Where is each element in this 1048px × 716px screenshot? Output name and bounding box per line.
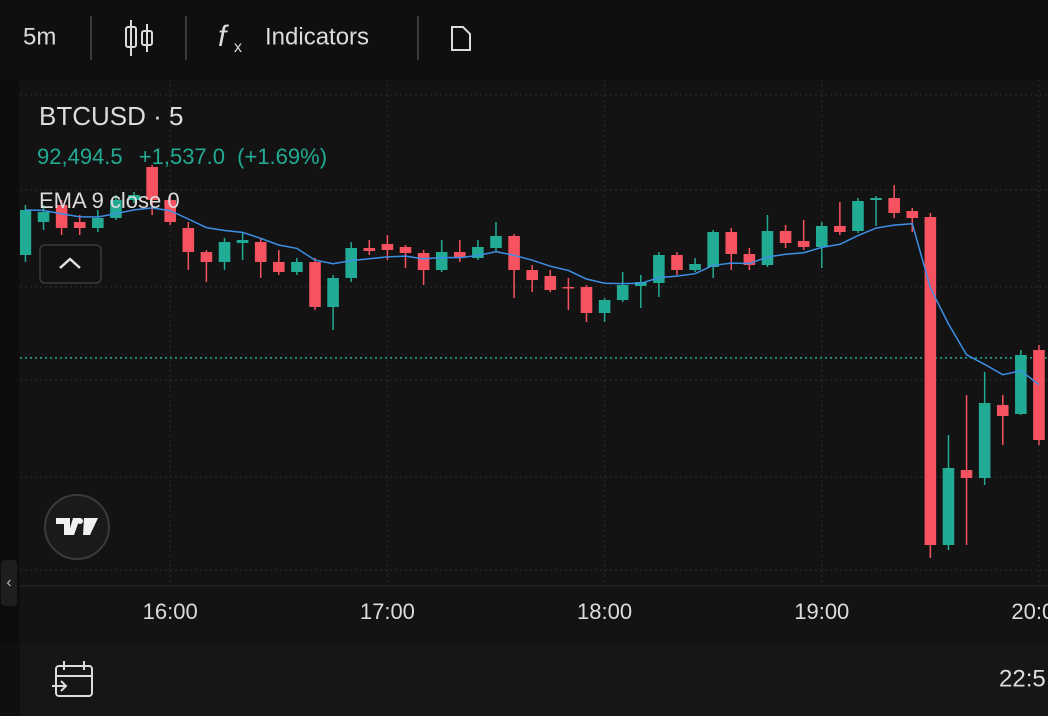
- x-tick-label: 18:00: [577, 599, 632, 624]
- candle-body: [508, 236, 520, 270]
- x-tick-label: 16:00: [143, 599, 198, 624]
- candle-body: [55, 205, 68, 228]
- footer-bar: [20, 643, 1048, 716]
- candle-body: [128, 195, 140, 200]
- side-handle[interactable]: [1, 560, 17, 606]
- candle-body: [363, 248, 376, 251]
- x-tick-label: 20:00: [1011, 599, 1048, 624]
- candle-body: [852, 201, 864, 231]
- ema-line: [25, 207, 1040, 386]
- grid: [20, 94, 1048, 571]
- candle-body: [490, 236, 502, 248]
- change-pct: (+1.69%): [237, 144, 327, 169]
- candle-body: [616, 285, 629, 300]
- x-tick-label: 17:00: [360, 599, 415, 624]
- candle-body: [399, 247, 412, 253]
- candle-body: [182, 228, 195, 252]
- candle-body: [580, 287, 593, 313]
- candle-body: [978, 403, 991, 478]
- candle-body: [996, 405, 1009, 416]
- candle-body: [544, 276, 557, 290]
- side-strip: [0, 80, 18, 643]
- candle-body: [20, 210, 32, 255]
- candle-body: [707, 232, 719, 267]
- chart-pane: [20, 80, 1048, 643]
- candle-body: [146, 167, 158, 200]
- candle-body: [454, 252, 466, 258]
- collapse-legend-button[interactable]: [39, 244, 102, 284]
- candle-body: [888, 198, 900, 213]
- candle-body: [327, 278, 339, 307]
- chart-type-button[interactable]: [125, 20, 153, 56]
- interval-button[interactable]: 5m: [23, 23, 56, 50]
- candle-body: [309, 262, 321, 307]
- date-range-button[interactable]: [52, 661, 93, 697]
- candle-body: [906, 211, 919, 218]
- candle-body: [598, 300, 611, 313]
- plot: [20, 80, 1048, 585]
- template-button[interactable]: [451, 26, 471, 51]
- tradingview-logo[interactable]: [44, 494, 110, 560]
- candle-body: [779, 231, 792, 243]
- candle-body: [1033, 350, 1045, 440]
- candle-body: [37, 212, 50, 222]
- change: +1,537.0: [139, 144, 225, 169]
- candle-body: [834, 226, 846, 232]
- candle-body: [870, 198, 882, 200]
- toolbar: [0, 0, 1048, 76]
- candle-body: [942, 468, 955, 545]
- candle-body: [725, 232, 738, 254]
- candle-body: [273, 262, 285, 272]
- candle-body: [797, 241, 810, 247]
- side-handle-icon: ‹: [6, 574, 11, 591]
- candle-body: [653, 255, 665, 283]
- indicators-button[interactable]: Indicators: [265, 23, 369, 50]
- candle-body: [1015, 355, 1027, 414]
- candle-body: [381, 244, 394, 250]
- candle-body: [924, 217, 937, 545]
- x-tick-label: 19:00: [794, 599, 849, 624]
- candle-body: [526, 270, 538, 280]
- candle-body: [110, 200, 122, 218]
- price-row: 92,494.5 +1,537.0 (+1.69%): [37, 144, 327, 169]
- candle-body: [472, 247, 484, 258]
- symbol-title: BTCUSD · 5: [39, 101, 183, 131]
- candle-body: [73, 222, 86, 228]
- candle-body: [960, 470, 973, 478]
- indicator-label: EMA 9 close 0: [39, 188, 180, 213]
- candle-body: [761, 231, 774, 265]
- last-price: 92,494.5: [37, 144, 123, 169]
- candle-body: [815, 226, 828, 247]
- candle-body: [671, 255, 683, 270]
- candle-body: [417, 253, 430, 270]
- candle-body: [291, 262, 303, 272]
- candle-body: [743, 254, 756, 265]
- svg-text:f: f: [218, 20, 229, 53]
- time-axis: 16:00 17:00 18:00 19:00 20:00: [143, 599, 1048, 624]
- indicators-icon[interactable]: f x: [218, 20, 242, 56]
- candle-body: [562, 287, 575, 289]
- candle-body: [200, 252, 213, 262]
- candle-body: [345, 248, 357, 278]
- candle-body: [254, 242, 267, 262]
- candle-body: [689, 264, 701, 270]
- svg-text:x: x: [234, 39, 242, 56]
- candle-body: [218, 242, 231, 262]
- candle-body: [435, 252, 448, 270]
- footer-time: 22:5: [999, 665, 1046, 692]
- candle-body: [92, 218, 104, 228]
- candle-body: [236, 240, 249, 243]
